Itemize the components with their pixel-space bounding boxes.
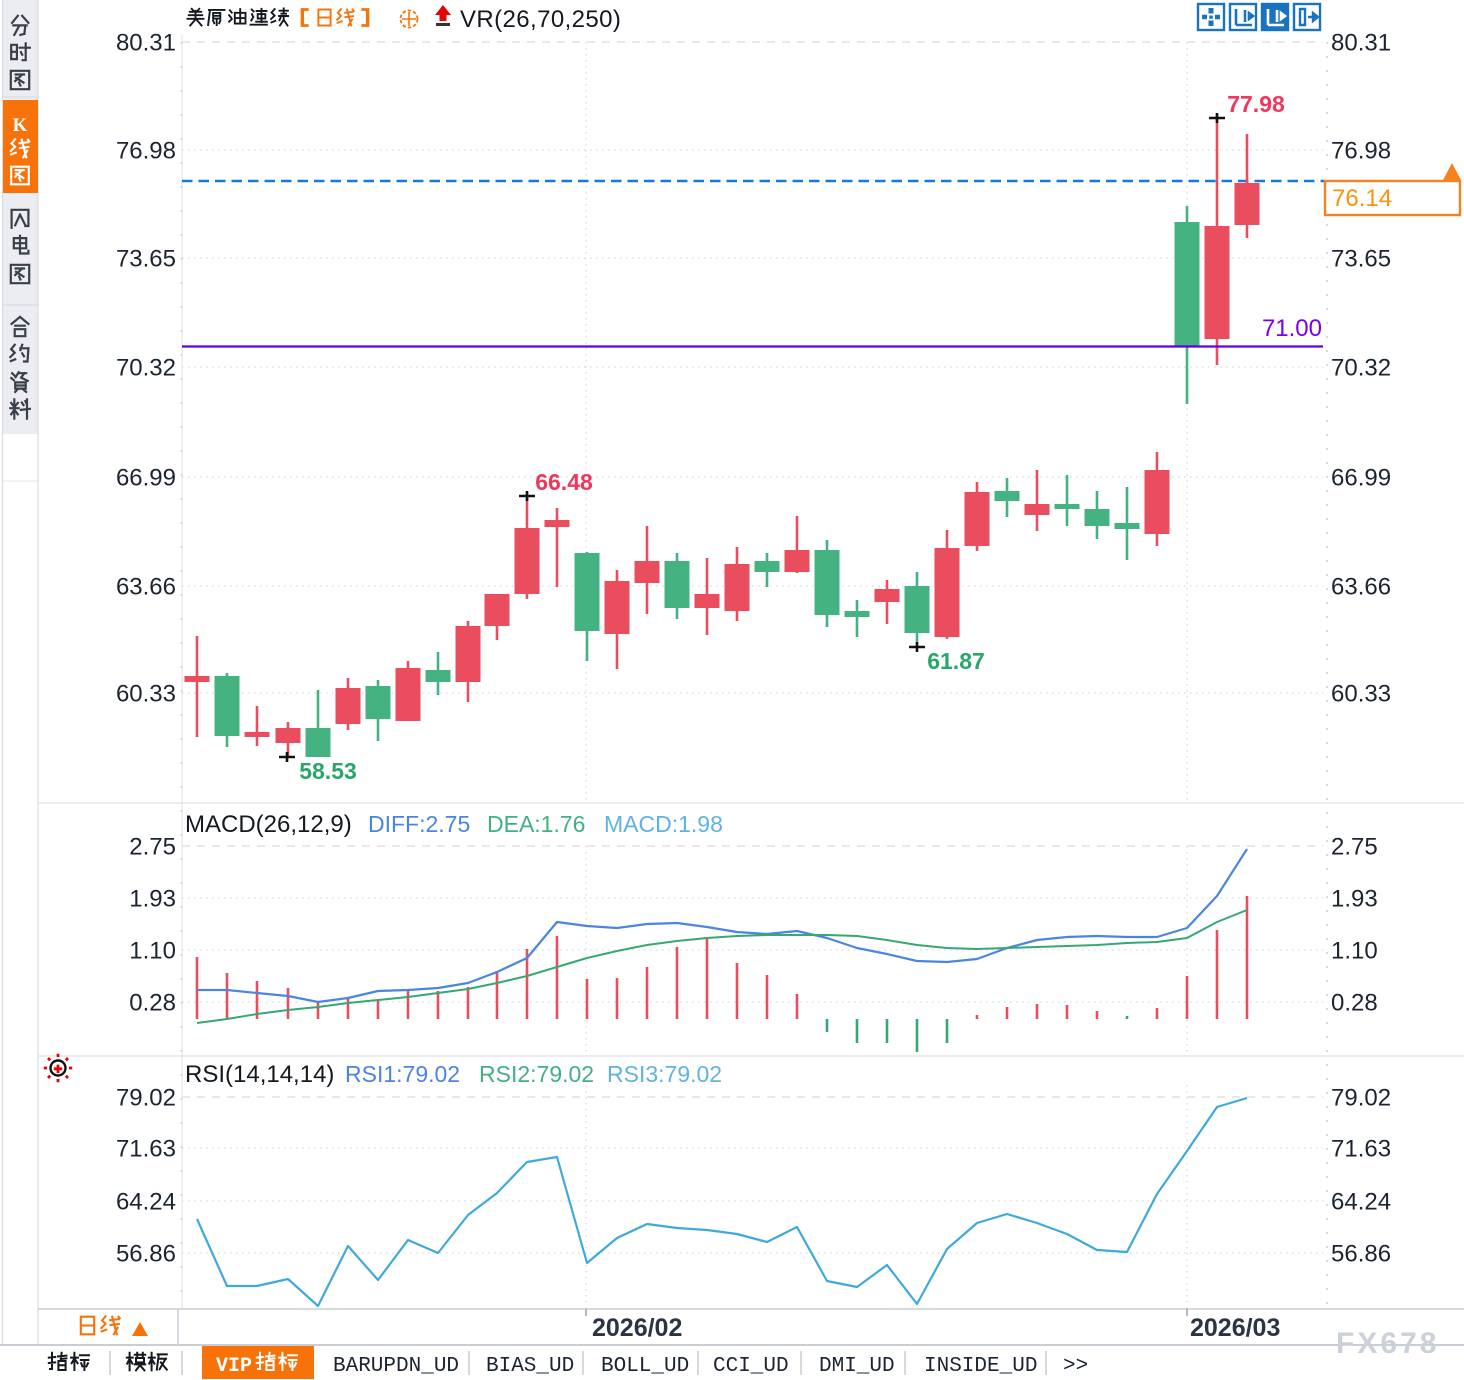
svg-text:66.99: 66.99	[1331, 465, 1391, 492]
svg-text:RSI2:79.02: RSI2:79.02	[479, 1061, 594, 1087]
svg-text:80.31: 80.31	[1331, 30, 1391, 57]
svg-text:64.24: 64.24	[1331, 1189, 1391, 1216]
svg-text:56.86: 56.86	[116, 1241, 176, 1268]
svg-text:MACD(26,12,9): MACD(26,12,9)	[185, 811, 352, 838]
svg-text:71.63: 71.63	[1331, 1136, 1391, 1163]
svg-text:61.87: 61.87	[927, 648, 985, 674]
svg-text:BOLL_UD: BOLL_UD	[601, 1355, 689, 1378]
svg-text:2026/03: 2026/03	[1190, 1314, 1280, 1342]
svg-text:0.28: 0.28	[1331, 990, 1378, 1017]
svg-text:79.02: 79.02	[116, 1085, 176, 1112]
svg-text:FX678: FX678	[1336, 1327, 1439, 1360]
svg-text:1.93: 1.93	[1331, 886, 1378, 913]
svg-text:DEA:1.76: DEA:1.76	[487, 811, 585, 837]
svg-text:56.86: 56.86	[1331, 1241, 1391, 1268]
svg-text:>>: >>	[1063, 1355, 1088, 1378]
svg-text:BARUPDN_UD: BARUPDN_UD	[333, 1355, 459, 1378]
svg-text:VR(26,70,250): VR(26,70,250)	[460, 6, 621, 33]
svg-text:70.32: 70.32	[116, 355, 176, 382]
svg-text:63.66: 63.66	[116, 574, 176, 601]
svg-text:71.63: 71.63	[116, 1136, 176, 1163]
svg-text:RSI(14,14,14): RSI(14,14,14)	[185, 1061, 334, 1088]
svg-text:70.32: 70.32	[1331, 355, 1391, 382]
svg-text:64.24: 64.24	[116, 1189, 176, 1216]
svg-text:VIP: VIP	[216, 1355, 252, 1378]
svg-text:76.14: 76.14	[1332, 185, 1392, 212]
svg-text:DIFF:2.75: DIFF:2.75	[368, 811, 470, 837]
svg-text:1.10: 1.10	[1331, 938, 1378, 965]
svg-text:80.31: 80.31	[116, 30, 176, 57]
svg-text:2.75: 2.75	[1331, 834, 1378, 861]
svg-text:CCI_UD: CCI_UD	[713, 1355, 789, 1378]
svg-text:BIAS_UD: BIAS_UD	[486, 1355, 574, 1378]
svg-text:73.65: 73.65	[1331, 246, 1391, 273]
svg-text:71.00: 71.00	[1262, 315, 1322, 342]
svg-text:INSIDE_UD: INSIDE_UD	[924, 1355, 1037, 1378]
svg-text:73.65: 73.65	[116, 246, 176, 273]
svg-text:58.53: 58.53	[299, 758, 357, 784]
svg-text:60.33: 60.33	[116, 681, 176, 708]
svg-text:K: K	[13, 115, 28, 136]
svg-text:66.48: 66.48	[535, 469, 593, 495]
svg-text:60.33: 60.33	[1331, 681, 1391, 708]
svg-text:DMI_UD: DMI_UD	[819, 1355, 895, 1378]
svg-text:MACD:1.98: MACD:1.98	[604, 811, 723, 837]
svg-text:63.66: 63.66	[1331, 574, 1391, 601]
svg-text:79.02: 79.02	[1331, 1085, 1391, 1112]
svg-text:76.98: 76.98	[116, 138, 176, 165]
svg-text:2026/02: 2026/02	[592, 1314, 682, 1342]
svg-text:0.28: 0.28	[129, 990, 176, 1017]
svg-text:77.98: 77.98	[1227, 91, 1285, 117]
svg-text:1.10: 1.10	[129, 938, 176, 965]
svg-text:RSI3:79.02: RSI3:79.02	[607, 1061, 722, 1087]
svg-text:RSI1:79.02: RSI1:79.02	[345, 1061, 460, 1087]
svg-text:1.93: 1.93	[129, 886, 176, 913]
svg-text:2.75: 2.75	[129, 834, 176, 861]
svg-text:66.99: 66.99	[116, 465, 176, 492]
svg-text:76.98: 76.98	[1331, 138, 1391, 165]
